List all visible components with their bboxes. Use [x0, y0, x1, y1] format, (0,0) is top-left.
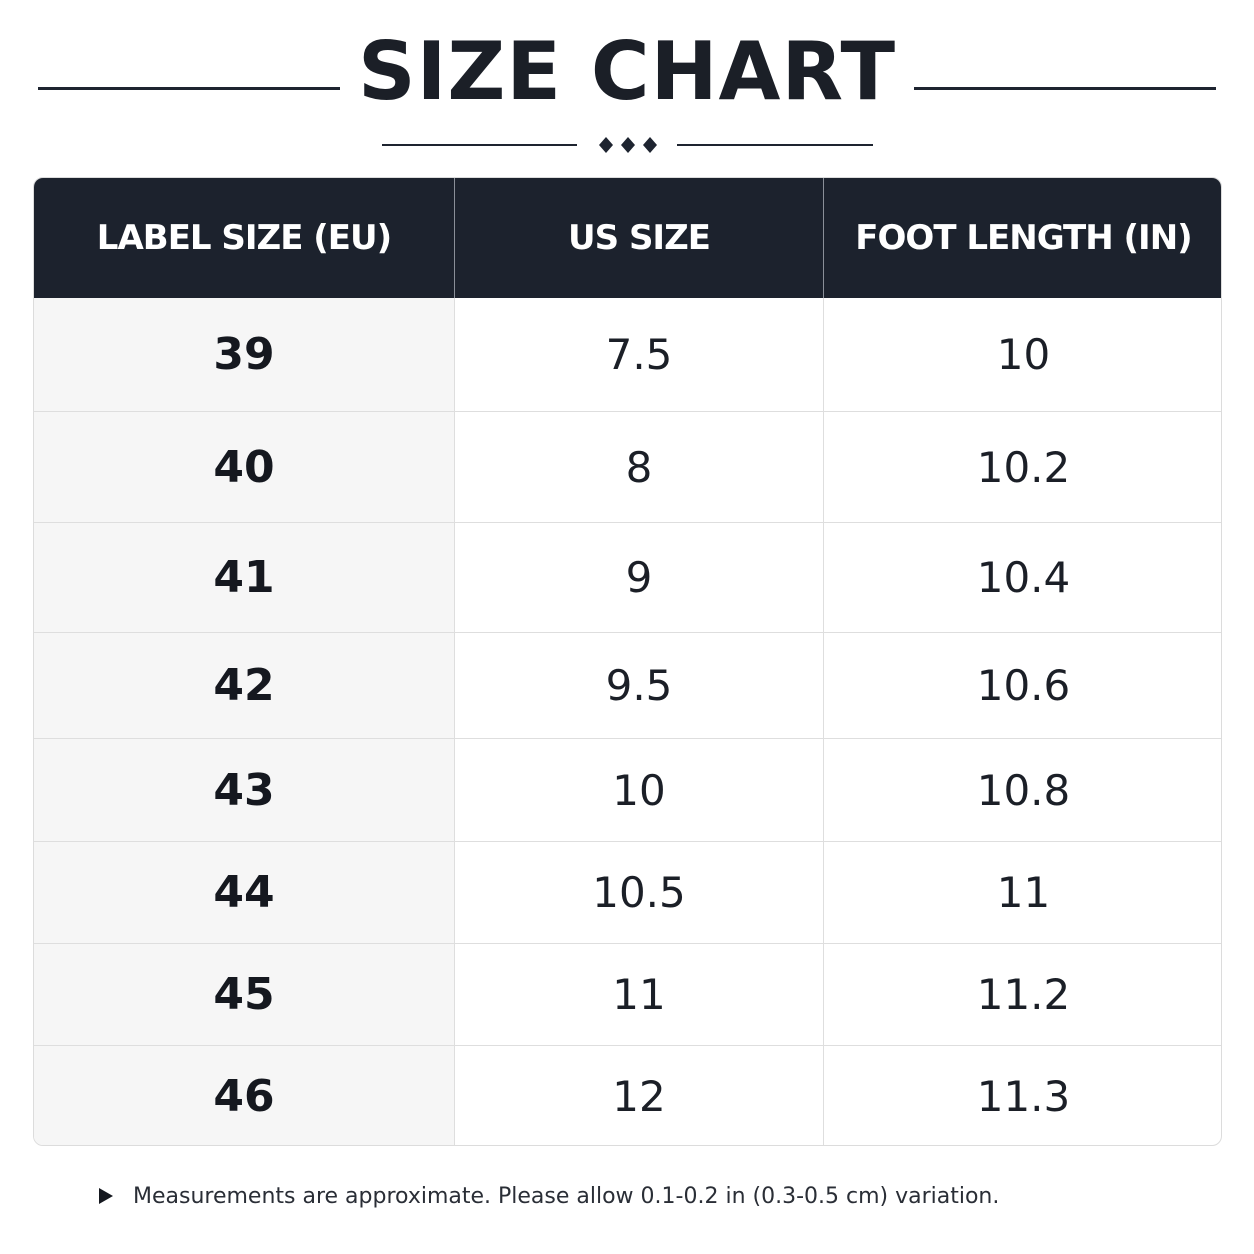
table-row: 40 8 10.2 — [34, 411, 1221, 522]
size-table: LABEL SIZE (EU) US SIZE FOOT LENGTH (IN)… — [33, 177, 1222, 1146]
page-title: SIZE CHART — [357, 25, 897, 118]
header-divider — [454, 178, 455, 298]
cell-us-size: 9 — [625, 553, 653, 602]
header-label-size-eu: LABEL SIZE (EU) — [96, 218, 392, 258]
cell-eu-size: 40 — [34, 412, 454, 522]
table-header: LABEL SIZE (EU) US SIZE FOOT LENGTH (IN) — [34, 178, 1221, 298]
header-divider — [823, 178, 824, 298]
header-us-size: US SIZE — [568, 218, 711, 258]
header-foot-length: FOOT LENGTH (IN) — [855, 218, 1192, 258]
cell-foot-length: 11.3 — [976, 1072, 1071, 1121]
column-divider — [823, 298, 824, 1145]
title-rule-left — [38, 87, 340, 90]
cell-foot-length: 10 — [996, 330, 1051, 379]
cell-eu-size: 45 — [34, 944, 454, 1045]
cell-eu-size: 46 — [34, 1046, 454, 1145]
footnote: Measurements are approximate. Please all… — [98, 1178, 999, 1214]
table-row: 44 10.5 11 — [34, 841, 1221, 943]
column-divider — [454, 298, 455, 1145]
table-row: 43 10 10.8 — [34, 738, 1221, 841]
subtitle-rule-right — [677, 144, 873, 146]
title-area: SIZE CHART — [0, 0, 1254, 170]
cell-us-size: 8 — [625, 442, 653, 492]
cell-us-size: 10 — [612, 765, 666, 815]
cell-eu-size: 43 — [34, 739, 454, 841]
diamonds-ornament-icon — [599, 137, 657, 153]
title-rule-right — [914, 87, 1216, 90]
play-arrow-icon — [99, 1188, 113, 1204]
cell-eu-size: 39 — [34, 298, 454, 411]
cell-foot-length: 11 — [996, 868, 1051, 917]
table-row: 46 12 11.3 — [34, 1045, 1221, 1145]
cell-foot-length: 10.6 — [976, 661, 1071, 710]
cell-foot-length: 10.2 — [976, 442, 1071, 492]
subtitle-rule-left — [382, 144, 577, 146]
table-row: 45 11 11.2 — [34, 943, 1221, 1045]
table-row: 39 7.5 10 — [34, 298, 1221, 411]
footnote-text: Measurements are approximate. Please all… — [133, 1183, 1000, 1209]
cell-us-size: 11 — [612, 970, 666, 1019]
cell-eu-size: 41 — [34, 523, 454, 632]
cell-foot-length: 10.8 — [976, 765, 1071, 815]
table-row: 41 9 10.4 — [34, 522, 1221, 632]
cell-us-size: 7.5 — [605, 330, 673, 379]
cell-us-size: 9.5 — [605, 661, 673, 710]
cell-foot-length: 10.4 — [976, 553, 1071, 602]
table-row: 42 9.5 10.6 — [34, 632, 1221, 738]
cell-eu-size: 44 — [34, 842, 454, 943]
cell-us-size: 12 — [612, 1072, 666, 1121]
cell-foot-length: 11.2 — [976, 970, 1071, 1019]
cell-eu-size: 42 — [34, 633, 454, 738]
cell-us-size: 10.5 — [592, 868, 686, 917]
